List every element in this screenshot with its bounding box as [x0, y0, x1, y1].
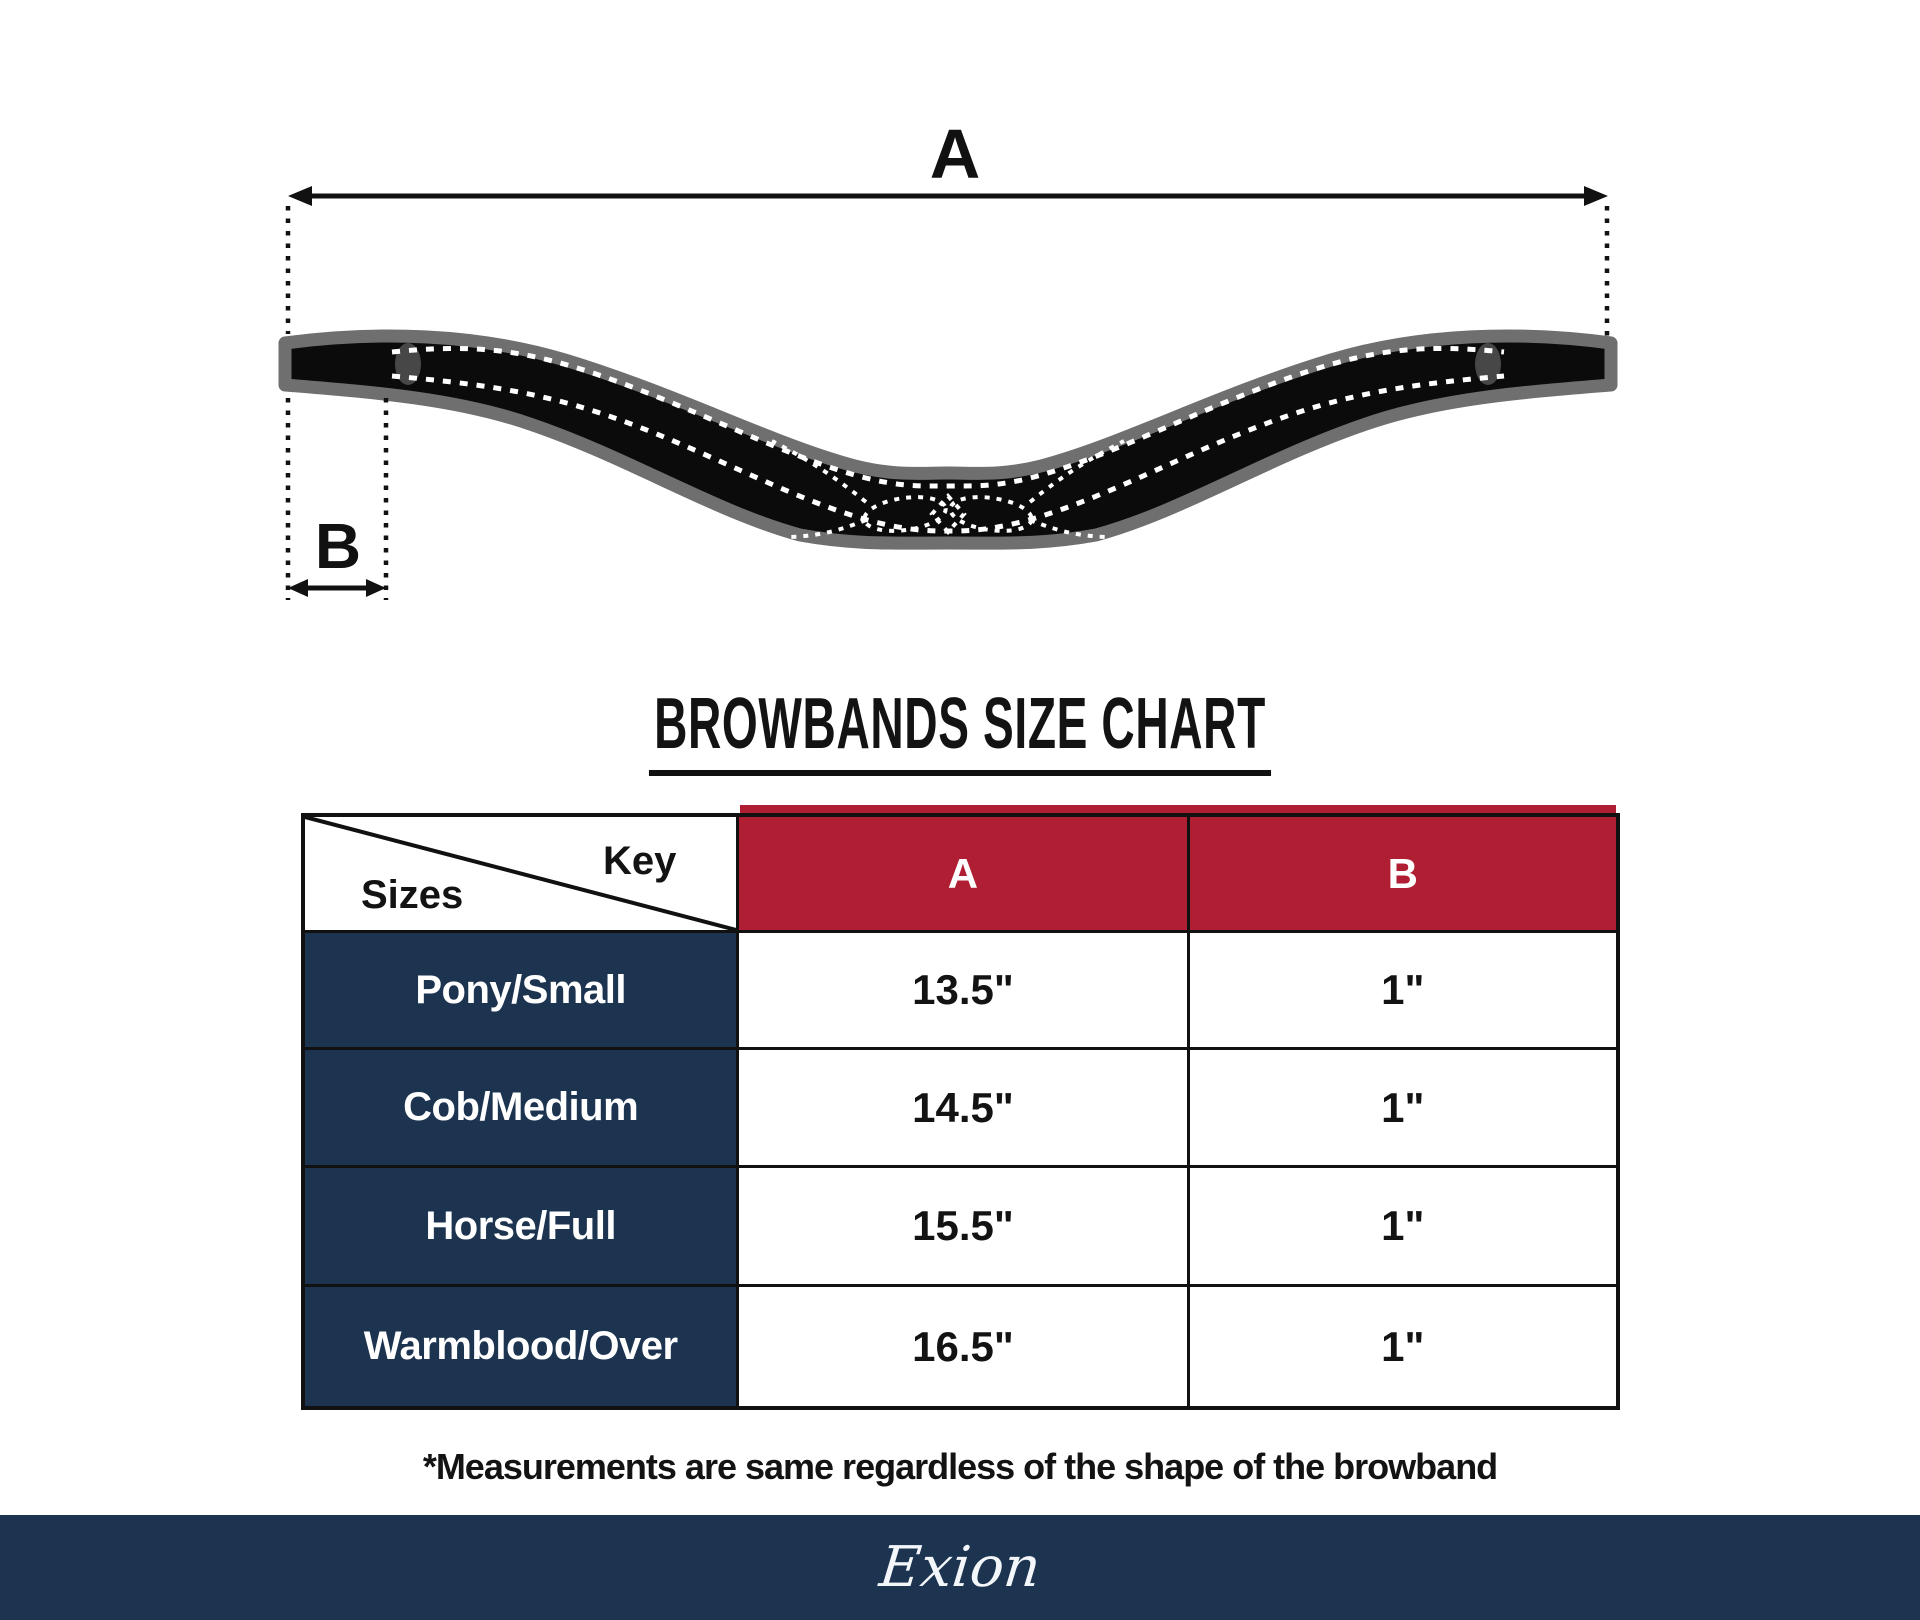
- dimension-b-label: B: [315, 510, 361, 582]
- footnote: *Measurements are same regardless of the…: [422, 1446, 1498, 1487]
- page-title: BROWBANDS SIZE CHART: [648, 688, 1272, 776]
- title-wrap: BROWBANDS SIZE CHART: [0, 688, 1920, 776]
- corner-sizes-label: Sizes: [361, 873, 464, 917]
- row-label-warmblood-over: Warmblood/Over: [305, 1287, 740, 1406]
- diagonal-divider: [305, 817, 736, 930]
- cell-horse-a: 15.5": [739, 1168, 1190, 1287]
- arrowhead-left-icon: [288, 186, 312, 206]
- right-loop-icon: [1475, 343, 1501, 385]
- header-accent-strip: [740, 805, 1616, 814]
- dimension-a: A: [285, 115, 1610, 336]
- dimension-b: B: [285, 398, 389, 600]
- browband-shape: [278, 329, 1618, 550]
- cell-pony-b: 1": [1189, 933, 1616, 1051]
- left-loop-icon: [395, 343, 421, 385]
- arrowhead-right-icon: [1584, 186, 1608, 206]
- dimension-a-label: A: [930, 115, 981, 193]
- row-label-cob-medium: Cob/Medium: [305, 1050, 740, 1169]
- footer-bar: Exion: [0, 1515, 1920, 1620]
- cell-warmblood-a: 16.5": [739, 1287, 1190, 1406]
- center-embroidery: [771, 439, 1125, 539]
- corner-key-label: Key: [602, 839, 677, 883]
- column-header-b: B: [1189, 817, 1616, 933]
- cell-warmblood-b: 1": [1189, 1287, 1616, 1406]
- cell-horse-b: 1": [1189, 1168, 1616, 1287]
- arrowhead-left-icon: [288, 579, 308, 597]
- column-header-a: A: [739, 817, 1190, 933]
- stitching-top: [391, 345, 1505, 489]
- brand-logo: Exion: [876, 1535, 1044, 1600]
- row-label-horse-full: Horse/Full: [305, 1168, 740, 1287]
- cell-cob-a: 14.5": [739, 1050, 1190, 1169]
- cell-cob-b: 1": [1189, 1050, 1616, 1169]
- browband-diagram: A B: [278, 115, 1618, 600]
- row-label-pony-small: Pony/Small: [305, 933, 740, 1051]
- table-corner-cell: Key Sizes: [305, 817, 740, 933]
- size-table: Key Sizes A B Pony/Small 13.5" 1" Cob/Me…: [301, 813, 1620, 1410]
- arrowhead-right-icon: [366, 579, 386, 597]
- cell-pony-a: 13.5": [739, 933, 1190, 1051]
